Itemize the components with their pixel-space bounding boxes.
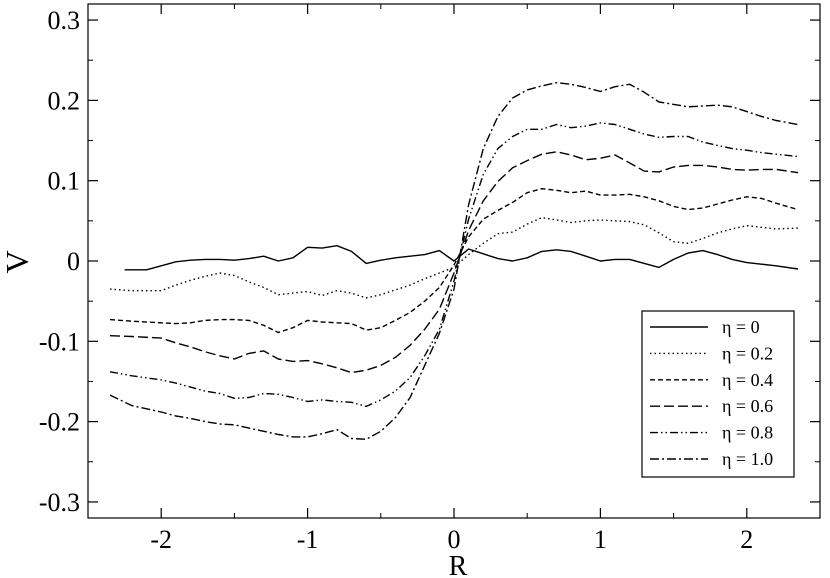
y-tick-label: 0	[67, 247, 80, 276]
series-line-0	[124, 245, 799, 271]
y-tick-label: 0.3	[48, 6, 81, 35]
series-line-1	[109, 216, 799, 299]
x-tick-label: 2	[740, 525, 753, 554]
x-tick-label: -2	[150, 525, 172, 554]
legend-label: η = 0.8	[722, 423, 773, 443]
y-tick-label: -0.3	[39, 488, 80, 517]
y-tick-label: -0.2	[39, 408, 80, 437]
x-tick-label: -1	[297, 525, 319, 554]
legend-label: η = 0.2	[722, 343, 773, 363]
legend-box	[641, 310, 795, 478]
series-layer	[109, 82, 799, 440]
x-tick-label: 0	[448, 525, 461, 554]
legend-label: η = 0.4	[722, 370, 773, 390]
legend-label: η = 0.6	[722, 396, 773, 416]
legend: η = 0 η = 0.2 η = 0.4 η = 0.6 η = 0.8 η = 1.0	[641, 310, 795, 478]
y-tick-label: 0.2	[48, 86, 81, 115]
legend-label: η = 0	[722, 317, 760, 337]
series-line-5	[109, 82, 799, 440]
tick-layer: -2 -1 0 1 2 -0.3 -0.2 -0.1 0 0.1 0.2 0.3	[39, 4, 821, 554]
legend-label: η = 1.0	[722, 449, 773, 469]
x-tick-label: 1	[594, 525, 607, 554]
y-tick-label: 0.1	[48, 167, 81, 196]
x-axis-label: R	[449, 551, 468, 578]
y-tick-label: -0.1	[39, 327, 80, 356]
y-axis-label: V	[0, 250, 35, 273]
